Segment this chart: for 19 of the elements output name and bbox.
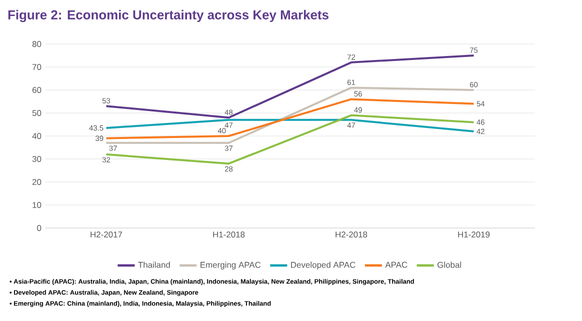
legend-label: APAC: [385, 262, 408, 268]
y-tick-label: 10: [32, 202, 42, 208]
y-tick-label: 30: [32, 156, 42, 162]
y-tick-label: 70: [32, 64, 42, 70]
y-tick-label: 40: [32, 133, 42, 139]
y-tick-label: 0: [37, 225, 42, 231]
x-tick-label: H2-2018: [336, 232, 368, 238]
legend-label: Emerging APAC: [200, 262, 261, 270]
legend-label: Developed APAC: [291, 262, 356, 270]
legend-label: Global: [438, 262, 461, 268]
x-tick-label: H2-2017: [90, 232, 122, 238]
y-tick-label: 80: [32, 41, 42, 47]
legend-label: Thailand: [138, 262, 170, 268]
x-tick-label: H1-2018: [213, 232, 245, 238]
y-tick-label: 50: [32, 110, 42, 116]
y-tick-label: 60: [32, 87, 42, 93]
x-tick-label: H1-2019: [458, 232, 490, 238]
chart-title: Figure 2: Economic Uncertainty across Key Markets: [8, 10, 328, 22]
y-tick-label: 20: [32, 179, 42, 185]
